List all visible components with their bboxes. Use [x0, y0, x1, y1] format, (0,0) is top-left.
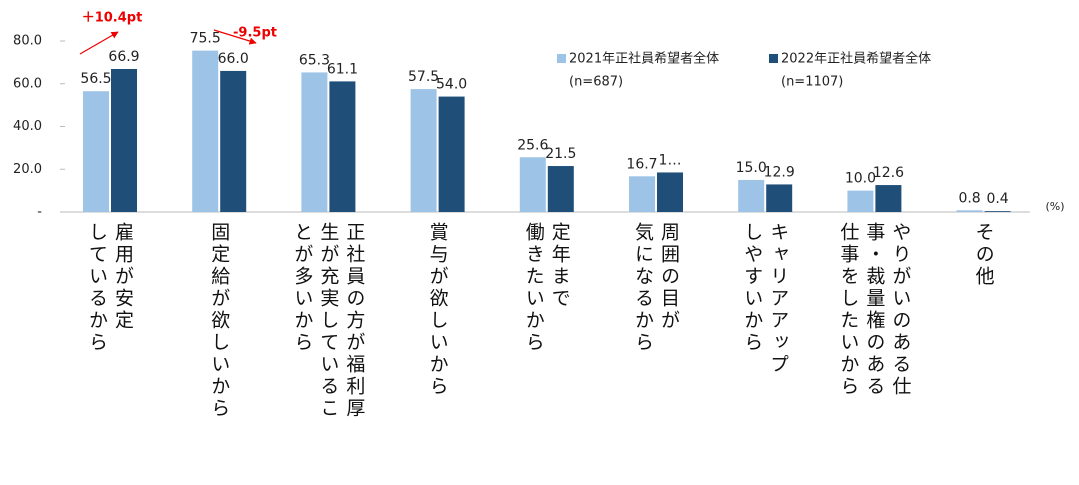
value-label: 12.6: [873, 165, 904, 181]
value-label: 75.5: [190, 31, 221, 47]
value-label: 15.0: [736, 160, 767, 176]
unit-label: (%): [1045, 200, 1064, 213]
arrow: [79, 31, 119, 55]
x-tick-label: 固定給が欲しいから: [208, 222, 231, 420]
arrow: [213, 29, 257, 45]
y-tick-label: 80.0: [13, 34, 42, 49]
value-label: 25.6: [517, 137, 548, 153]
value-label: 61.1: [327, 61, 358, 77]
bar: [301, 72, 328, 212]
bar: [220, 70, 247, 212]
bar: [83, 91, 109, 212]
bar: [438, 96, 465, 212]
bar: [111, 69, 137, 212]
value-label: 1…: [659, 152, 682, 168]
value-label: 0.4: [986, 191, 1008, 207]
bar: [847, 190, 874, 212]
bar: [410, 89, 437, 212]
value-label: 65.3: [299, 52, 330, 68]
bar: [657, 172, 683, 212]
bar: [329, 81, 356, 213]
x-tick-label: その他: [972, 222, 995, 288]
legend-sample: (n=1107): [781, 75, 843, 90]
x-tick-label: 雇用が安定 しているから: [86, 222, 134, 354]
bar: [956, 210, 983, 212]
annotation: -9.5pt: [233, 26, 277, 41]
value-label: 21.5: [545, 146, 576, 162]
y-tick-label: 40.0: [13, 119, 42, 134]
legend-swatch: [769, 54, 778, 63]
bar: [738, 179, 765, 212]
legend-label: 2022年正社員希望者全体: [781, 51, 931, 67]
x-tick-label: 周囲の目が 気になるから: [632, 222, 680, 354]
y-tick-label: 60.0: [13, 76, 42, 91]
x-tick-label: 定年まで 働きたいから: [522, 222, 571, 354]
bar: [984, 211, 1011, 212]
x-tick-label: 賞与が欲しいから: [426, 222, 449, 398]
x-tick-label: キャリアアップ しやすいから: [741, 222, 790, 376]
value-label: 0.8: [958, 190, 980, 206]
value-label: 12.9: [764, 164, 795, 180]
bar: [629, 176, 655, 212]
y-tick-label: -: [37, 205, 42, 220]
legend-sample: (n=687): [569, 75, 623, 90]
bar: [519, 157, 546, 212]
y-tick-label: 20.0: [13, 162, 42, 177]
value-label: 10.0: [845, 171, 876, 187]
value-label: 54.0: [436, 77, 467, 93]
legend-label: 2021年正社員希望者全体: [569, 51, 719, 67]
bar: [766, 184, 793, 212]
bar: [192, 50, 219, 213]
value-label: 66.9: [108, 49, 139, 65]
legend-swatch: [557, 54, 566, 63]
bar: [547, 166, 574, 212]
value-label: 66.0: [218, 51, 249, 67]
value-label: 56.5: [80, 71, 111, 87]
bar: [875, 185, 902, 212]
value-label: 57.5: [408, 69, 439, 85]
x-tick-label: やりがいのある仕 事・裁量権のある 仕事をしたいから: [837, 222, 912, 398]
value-label: 16.7: [626, 156, 657, 172]
x-tick-label: 正社員の方が福利厚 生が充実しているこ とが多いから: [291, 222, 366, 420]
annotation: ＋10.4pt: [82, 11, 143, 26]
